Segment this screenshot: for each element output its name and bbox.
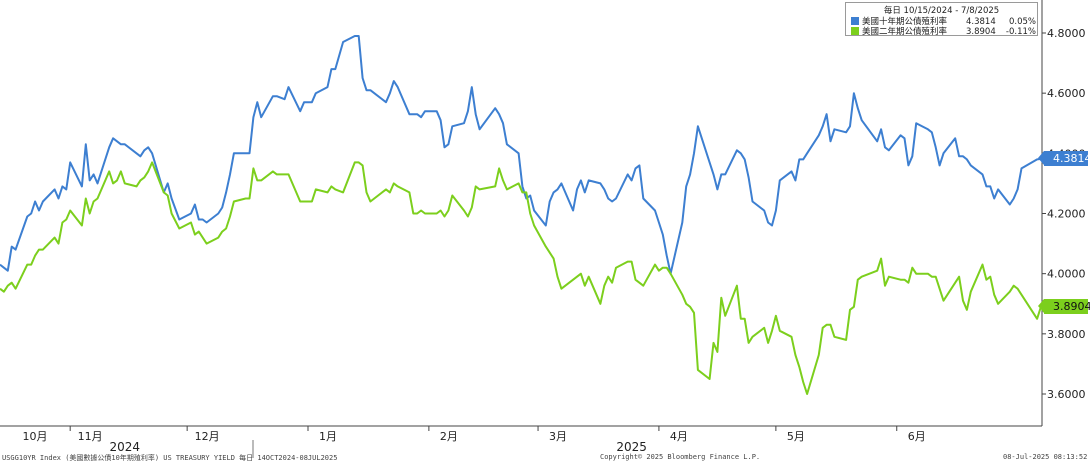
x-tick-label: 6月 [908,430,926,443]
legend-item-10y: 美國十年期公債殖利率 4.3814 0.05% [851,15,1036,27]
footer-copyright: Copyright© 2025 Bloomberg Finance L.P. [600,453,761,461]
legend-name-2y: 美國二年期公債殖利率 [862,27,948,37]
y-tick-label: 3.8000 [1047,328,1086,341]
y-tick-label: 4.6000 [1047,87,1086,100]
y-tick-label: 4.8000 [1047,27,1086,40]
footer-index-info: USGG10YR Index (美國數據公債10年期殖利率) US TREASU… [2,454,338,462]
y-tick-label: 3.6000 [1047,388,1086,401]
x-tick-label: 5月 [787,430,805,443]
legend-value-10y: 4.3814 [966,17,996,27]
y-axis-ticks: 4.80004.60004.40004.20004.00003.80003.60… [1042,27,1086,401]
series-layer [0,35,1042,395]
x-tick-label: 3月 [549,430,567,443]
footer-timestamp: 08-Jul-2025 08:13:52 [1003,453,1088,461]
y-tick-label: 4.0000 [1047,268,1086,281]
x-tick-label: 11月 [78,430,103,443]
legend-change-2y: -0.11% [1005,27,1036,37]
legend-change-10y: 0.05% [1008,17,1036,27]
legend-item-2y: 美國二年期公債殖利率 3.8904 -0.11% [851,25,1036,37]
last-value-tag-2y: 3.8904 [1038,299,1090,315]
year-label: 2025 [616,440,647,454]
year-label: 2024 [109,440,140,454]
x-axis-ticks: 10月 11月 12月 1月 2月 3月 4月 5月 6月 2024 2025 [23,426,926,458]
x-tick-label: 4月 [670,430,688,443]
legend-value-2y: 3.8904 [966,27,996,37]
y-tick-label: 4.2000 [1047,208,1086,221]
legend-swatch-10y [851,17,859,25]
legend-swatch-2y [851,27,859,35]
series-line-10y [0,35,1042,275]
x-tick-label: 1月 [319,430,337,443]
series-line-2y [0,161,1042,395]
x-tick-label: 12月 [195,430,220,443]
last-value-tag-10y: 4.3814 [1038,151,1090,167]
legend-name-10y: 美國十年期公債殖利率 [862,17,948,27]
x-tick-label: 10月 [23,430,48,443]
x-tick-label: 2月 [440,430,458,443]
legend-header: 毎日 10/15/2024 - 7/8/2025 [883,6,1000,16]
legend: 毎日 10/15/2024 - 7/8/2025 美國十年期公債殖利率 4.381… [845,2,1038,37]
